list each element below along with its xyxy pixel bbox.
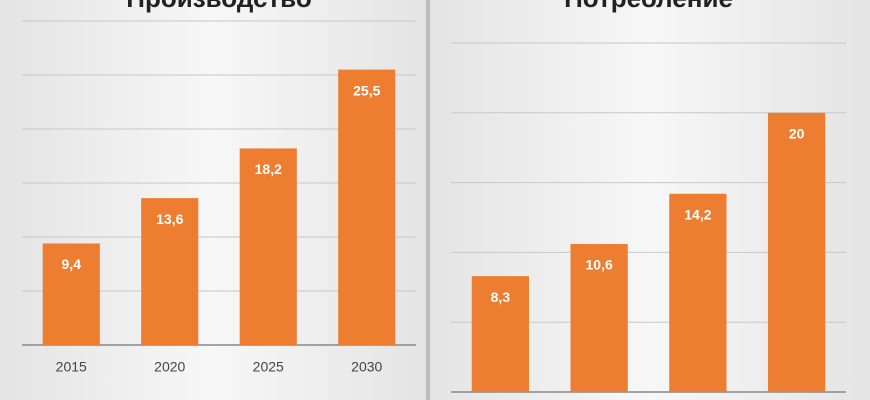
- data-label: 8,3: [491, 289, 511, 305]
- bar: [767, 112, 826, 393]
- bar: [141, 198, 199, 345]
- bar: [239, 148, 297, 345]
- data-label: 25,5: [353, 82, 380, 98]
- divider: [426, 0, 430, 400]
- data-label: 20: [789, 126, 805, 142]
- chart-title: Производство: [126, 0, 311, 13]
- x-tick-label: 2030: [351, 359, 382, 375]
- data-label: 14,2: [684, 206, 711, 222]
- data-label: 18,2: [255, 161, 282, 177]
- chart-title: Потребление: [564, 0, 733, 13]
- x-tick-label: 2020: [154, 359, 185, 375]
- x-tick-label: 2025: [253, 359, 284, 375]
- bar: [669, 193, 727, 392]
- bar: [471, 276, 530, 392]
- x-tick-label: 2015: [56, 359, 87, 375]
- bar: [338, 69, 396, 345]
- bar: [42, 243, 100, 345]
- data-label: 13,6: [156, 211, 183, 227]
- data-label: 10,6: [586, 257, 613, 273]
- data-label: 9,4: [62, 256, 82, 272]
- bar: [570, 244, 628, 392]
